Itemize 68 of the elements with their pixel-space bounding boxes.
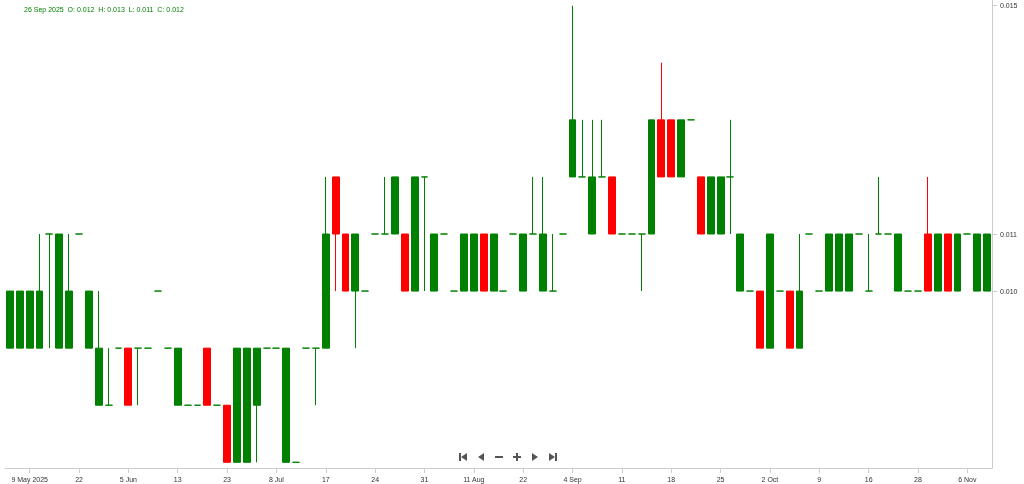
candlestick (865, 233, 873, 292)
candlestick (174, 347, 182, 406)
candlestick (55, 233, 63, 349)
candlestick (549, 233, 557, 292)
candlestick (638, 233, 646, 292)
candlestick (253, 347, 261, 463)
candlestick (875, 176, 882, 235)
candlestick (282, 347, 290, 463)
candlestick (36, 233, 43, 349)
candlestick (312, 347, 320, 406)
candlestick (480, 233, 488, 292)
candlestick (391, 176, 399, 235)
candlestick (766, 233, 774, 349)
candlestick (223, 404, 231, 463)
candlestick (430, 233, 438, 292)
candlestick (717, 176, 725, 235)
candlestick (322, 176, 330, 349)
candlestick (648, 119, 655, 235)
candlestick (85, 290, 93, 349)
candlestick (470, 233, 478, 292)
candlestick (657, 62, 665, 178)
candlestick (825, 233, 833, 292)
candlestick (16, 290, 24, 349)
candlestick (243, 347, 251, 463)
candlestick (924, 176, 932, 292)
candlestick (233, 347, 241, 463)
candlestick (578, 119, 586, 178)
candlestick (6, 290, 14, 349)
candlestick (490, 233, 498, 292)
candlestick (667, 119, 675, 178)
candlestick (944, 233, 952, 292)
candlestick (203, 347, 211, 406)
candlestick (45, 233, 53, 349)
candlestick (569, 5, 576, 178)
candlestick (529, 176, 537, 235)
candlestick (796, 233, 803, 349)
candlestick (351, 233, 359, 349)
candlestick (934, 233, 942, 292)
candlestick (598, 119, 606, 178)
candlestick (124, 347, 132, 406)
candlestick (332, 176, 340, 292)
candlestick (95, 290, 103, 406)
candlestick (726, 119, 734, 235)
candlestick (608, 176, 616, 235)
candlestick (134, 347, 142, 406)
candlestick (677, 119, 685, 178)
candlestick (401, 233, 409, 292)
candlestick (786, 290, 794, 349)
candlestick (736, 233, 744, 292)
candlestick (588, 119, 596, 235)
candlestick (105, 347, 113, 406)
candlestick (65, 233, 73, 349)
candlestick (835, 233, 843, 292)
candlestick (342, 233, 349, 292)
candlestick (954, 233, 961, 292)
candlestick (845, 233, 853, 292)
candlestick (973, 233, 981, 292)
candlestick (421, 176, 428, 292)
candlestick (756, 290, 764, 349)
candlestick (519, 233, 527, 292)
candlestick (411, 176, 419, 292)
candlestick (697, 176, 705, 235)
candlestick (707, 176, 715, 235)
candlestick (460, 233, 468, 292)
candlestick (539, 176, 547, 292)
candlestick (894, 233, 902, 292)
candlestick (381, 176, 389, 235)
candlestick (26, 290, 34, 349)
